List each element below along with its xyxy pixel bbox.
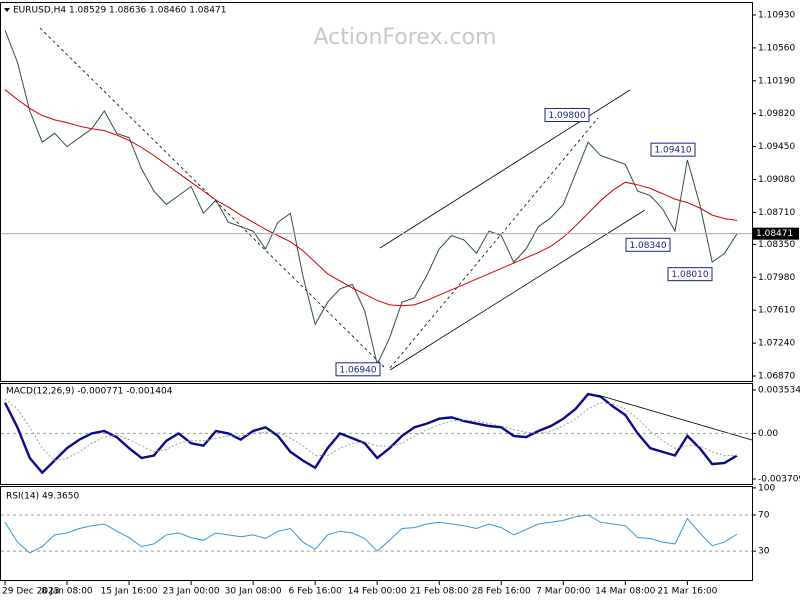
- y-tick-label: 1.10190: [758, 76, 795, 86]
- y-tick-label: 1.09820: [758, 109, 795, 119]
- y-tick-label: 1.10930: [758, 11, 795, 21]
- macd-panel: [0, 383, 753, 485]
- rsi-title: RSI(14) 49.3650: [6, 492, 79, 502]
- y-tick-label: 70: [758, 510, 770, 520]
- y-tick-label: 1.09080: [758, 175, 795, 185]
- series-line: [4, 514, 738, 554]
- y-tick-label: 1.07980: [758, 273, 795, 283]
- macd-trend-line: [597, 394, 753, 441]
- x-tick-label: 14 Feb 00:00: [348, 587, 407, 597]
- y-tick-label: 1.07610: [758, 306, 795, 316]
- annotation-box: [667, 267, 713, 282]
- x-tick-label: 30 Jan 08:00: [225, 587, 282, 597]
- channel-line: [389, 209, 646, 371]
- annotation-box: [650, 142, 696, 157]
- y-tick-label: 1.06870: [758, 372, 795, 382]
- y-tick-label: 0.00: [758, 429, 778, 439]
- x-tick-label: 28 Feb 16:00: [472, 587, 531, 597]
- annotation-box: [625, 237, 671, 252]
- y-tick-label: 100: [758, 483, 775, 493]
- annotation-label: 1.08010: [671, 270, 708, 280]
- annotation-label: 1.06940: [339, 365, 376, 375]
- watermark: ActionForex.com: [314, 25, 497, 50]
- annotation-box: [335, 362, 381, 377]
- x-tick-label: 21 Mar 16:00: [657, 587, 717, 597]
- last-price-label: 1.08471: [756, 229, 793, 239]
- y-tick-label: 1.08710: [758, 208, 795, 218]
- annotation-label: 1.09800: [548, 111, 585, 121]
- trend-line: [389, 117, 599, 369]
- y-tick-label: 1.08350: [758, 240, 795, 250]
- x-tick-label: 15 Jan 16:00: [101, 587, 158, 597]
- x-tick-label: 6 Feb 16:00: [289, 587, 343, 597]
- x-tick-label: 14 Mar 08:00: [595, 587, 655, 597]
- series-line: [4, 89, 738, 307]
- x-tick-label: 29 Dec 2023: [2, 587, 60, 597]
- x-tick-label: 21 Feb 08:00: [410, 587, 469, 597]
- x-tick-label: 23 Jan 00:00: [163, 587, 220, 597]
- y-tick-label: 30: [758, 547, 770, 557]
- x-tick-label: 7 Mar 00:00: [536, 587, 591, 597]
- rsi-panel: [0, 486, 753, 581]
- annotation-label: 1.09410: [654, 146, 691, 156]
- price-panel: [0, 2, 753, 382]
- chart-title: EURUSD,H4 1.08529 1.08636 1.08460 1.0847…: [13, 6, 226, 16]
- last-price-box: [753, 227, 799, 240]
- title-marker: [4, 8, 10, 12]
- annotation-label: 1.08340: [629, 241, 666, 251]
- y-tick-label: -0.003709: [758, 474, 800, 484]
- x-tick-label: 8 Jan 08:00: [41, 587, 93, 597]
- series-line: [4, 29, 738, 367]
- series-line: [3, 392, 738, 475]
- y-tick-label: 1.10560: [758, 43, 795, 53]
- y-tick-label: 0.003534: [758, 385, 800, 395]
- y-tick-label: 1.07240: [758, 339, 795, 349]
- annotation-box: [544, 107, 590, 122]
- y-tick-label: 1.09450: [758, 142, 795, 152]
- macd-title: MACD(12,26,9) -0.000771 -0.001404: [6, 387, 173, 397]
